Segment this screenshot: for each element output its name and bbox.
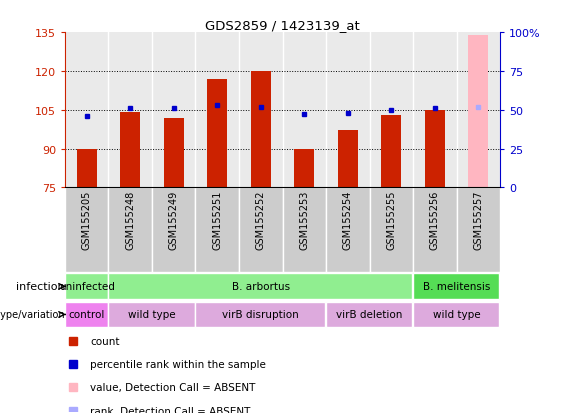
- Bar: [108, 188, 152, 273]
- Text: GSM155249: GSM155249: [169, 190, 179, 249]
- Text: percentile rank within the sample: percentile rank within the sample: [90, 359, 266, 369]
- Text: GSM155205: GSM155205: [82, 190, 92, 250]
- Text: GSM155251: GSM155251: [212, 190, 222, 250]
- Bar: [338, 131, 358, 188]
- Bar: [65, 33, 108, 188]
- Text: genotype/variation: genotype/variation: [0, 310, 65, 320]
- Bar: [370, 188, 413, 273]
- Text: rank, Detection Call = ABSENT: rank, Detection Call = ABSENT: [90, 406, 251, 413]
- Bar: [282, 33, 326, 188]
- Bar: [468, 36, 488, 188]
- Bar: [108, 274, 412, 299]
- Bar: [457, 33, 500, 188]
- Bar: [413, 274, 499, 299]
- Bar: [108, 302, 194, 328]
- Text: uninfected: uninfected: [59, 282, 115, 292]
- Bar: [152, 188, 195, 273]
- Bar: [164, 118, 184, 188]
- Title: GDS2859 / 1423139_at: GDS2859 / 1423139_at: [205, 19, 360, 32]
- Bar: [381, 116, 401, 188]
- Bar: [251, 72, 271, 188]
- Bar: [239, 188, 282, 273]
- Text: wild type: wild type: [433, 310, 480, 320]
- Text: infection: infection: [16, 282, 65, 292]
- Bar: [413, 188, 457, 273]
- Text: count: count: [90, 336, 120, 346]
- Text: GSM155257: GSM155257: [473, 190, 483, 250]
- Bar: [65, 274, 107, 299]
- Bar: [413, 33, 457, 188]
- Bar: [282, 188, 326, 273]
- Bar: [326, 188, 370, 273]
- Text: GSM155248: GSM155248: [125, 190, 135, 249]
- Bar: [65, 188, 108, 273]
- Text: value, Detection Call = ABSENT: value, Detection Call = ABSENT: [90, 382, 256, 392]
- Text: B. arbortus: B. arbortus: [232, 282, 290, 292]
- Text: virB deletion: virB deletion: [336, 310, 403, 320]
- Bar: [108, 33, 152, 188]
- Bar: [120, 113, 140, 188]
- Text: wild type: wild type: [128, 310, 176, 320]
- Bar: [326, 33, 370, 188]
- Bar: [326, 302, 412, 328]
- Bar: [207, 79, 227, 188]
- Text: control: control: [68, 310, 105, 320]
- Bar: [77, 149, 97, 188]
- Bar: [65, 302, 107, 328]
- Bar: [457, 188, 500, 273]
- Bar: [152, 33, 195, 188]
- Text: B. melitensis: B. melitensis: [423, 282, 490, 292]
- Text: virB disruption: virB disruption: [223, 310, 299, 320]
- Bar: [294, 149, 314, 188]
- Bar: [195, 33, 239, 188]
- Bar: [370, 33, 413, 188]
- Text: GSM155253: GSM155253: [299, 190, 309, 250]
- Bar: [413, 302, 499, 328]
- Bar: [239, 33, 282, 188]
- Bar: [195, 302, 325, 328]
- Bar: [425, 111, 445, 188]
- Text: GSM155256: GSM155256: [430, 190, 440, 250]
- Text: GSM155254: GSM155254: [343, 190, 353, 250]
- Bar: [195, 188, 239, 273]
- Text: GSM155255: GSM155255: [386, 190, 396, 250]
- Text: GSM155252: GSM155252: [256, 190, 266, 250]
